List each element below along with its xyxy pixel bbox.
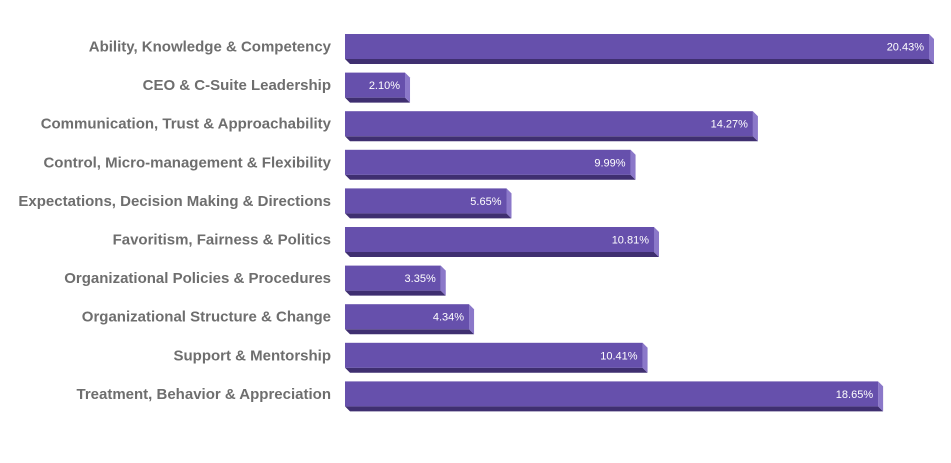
bar-side-face	[440, 265, 446, 296]
bar-value-label: 10.81%	[612, 235, 650, 247]
category-label: Favoritism, Fairness & Politics	[113, 232, 331, 249]
category-label: Expectations, Decision Making & Directio…	[18, 193, 331, 210]
category-label: Organizational Policies & Procedures	[64, 270, 331, 287]
bar-bottom-face	[345, 329, 475, 335]
bar-bottom-face	[345, 406, 884, 412]
category-label: Control, Micro-management & Flexibility	[43, 154, 331, 171]
bar-side-face	[642, 342, 648, 373]
bar-value-label: 20.43%	[887, 42, 925, 54]
bar-side-face	[878, 381, 884, 412]
bar-side-face	[929, 34, 934, 64]
bar-group: 18.65% Treatment, Behavior & Appreciation	[76, 381, 884, 412]
bar-side-face	[405, 72, 411, 103]
bar-value-label: 9.99%	[594, 157, 625, 169]
bar	[345, 381, 879, 407]
bar-group: 2.10% CEO & C-Suite Leadership	[143, 72, 411, 103]
bar-group: 4.34% Organizational Structure & Change	[82, 304, 475, 335]
bar-side-face	[752, 111, 758, 142]
bar-value-label: 4.34%	[433, 312, 464, 324]
bar-bottom-face	[345, 290, 446, 296]
bar-value-label: 10.41%	[600, 350, 638, 362]
bar-bottom-face	[345, 97, 411, 103]
bar-value-label: 14.27%	[711, 119, 749, 131]
bar	[345, 34, 929, 59]
bar	[345, 72, 406, 98]
category-label: Ability, Knowledge & Competency	[89, 39, 332, 56]
bar-group: 10.41% Support & Mentorship	[174, 342, 648, 373]
bar-bottom-face	[345, 367, 648, 373]
bar	[345, 111, 753, 137]
bar	[345, 188, 507, 214]
category-label: Communication, Trust & Approachability	[41, 116, 332, 133]
bar-group: 3.35% Organizational Policies & Procedure…	[64, 265, 446, 296]
bar-value-label: 18.65%	[836, 389, 874, 401]
bar-bottom-face	[345, 174, 636, 180]
bar-bottom-face	[345, 59, 934, 64]
bar-group: 10.81% Favoritism, Fairness & Politics	[113, 227, 660, 257]
category-label: Organizational Structure & Change	[82, 309, 331, 326]
bar-side-face	[630, 149, 636, 180]
bar-bottom-face	[345, 136, 758, 142]
bar-side-face	[654, 227, 660, 257]
bar-value-label: 5.65%	[470, 196, 501, 208]
bar	[345, 342, 643, 368]
bar-side-face	[469, 304, 475, 335]
bar-group: 9.99% Control, Micro-management & Flexibi…	[43, 149, 636, 180]
bar-group: 20.43% Ability, Knowledge & Competency	[89, 34, 934, 64]
bar-group: 14.27% Communication, Trust & Approachabi…	[41, 111, 758, 142]
bar-value-label: 2.10%	[369, 80, 400, 92]
bar	[345, 149, 631, 175]
bar-bottom-face	[345, 252, 660, 257]
bar-value-label: 3.35%	[405, 273, 436, 285]
bar-group: 5.65% Expectations, Decision Making & Dir…	[18, 188, 512, 219]
category-label: Treatment, Behavior & Appreciation	[76, 386, 331, 403]
bar	[345, 265, 441, 291]
bar-side-face	[506, 188, 512, 219]
bar	[345, 304, 470, 330]
category-label: CEO & C-Suite Leadership	[143, 77, 331, 94]
bar-bottom-face	[345, 213, 512, 219]
category-label: Support & Mentorship	[174, 347, 332, 364]
bar	[345, 227, 655, 252]
